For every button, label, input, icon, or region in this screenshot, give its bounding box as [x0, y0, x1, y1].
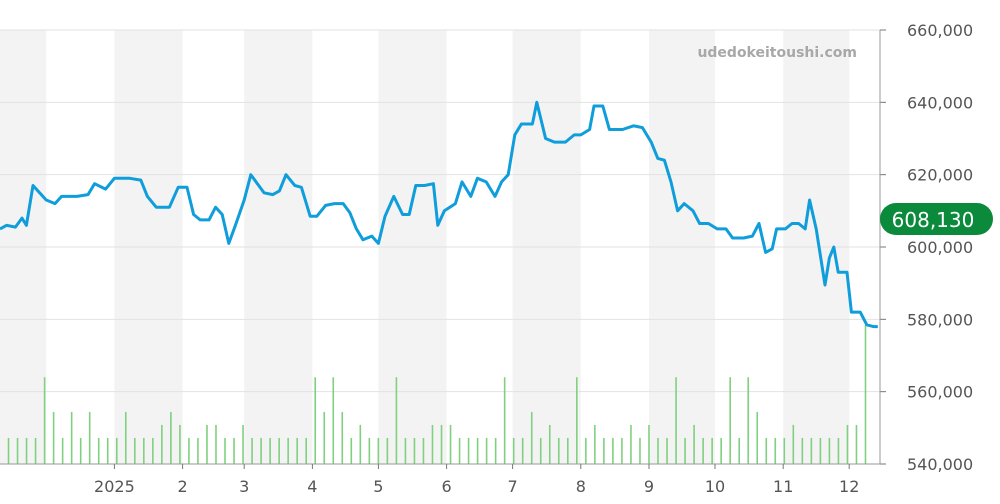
y-tick-label: 540,000 — [907, 455, 973, 474]
badge-background — [880, 203, 993, 235]
y-tick-label: 560,000 — [907, 383, 973, 402]
x-tick-label: 2 — [178, 477, 188, 496]
x-tick-label: 9 — [644, 477, 654, 496]
x-tick-label: 8 — [576, 477, 586, 496]
y-tick-label: 620,000 — [907, 166, 973, 185]
grid-lines — [0, 29, 880, 465]
y-tick-label: 580,000 — [907, 310, 973, 329]
x-tick-label: 7 — [508, 477, 518, 496]
x-axis: 2025 2 3 4 5 6 7 8 9 10 11 12 — [0, 463, 880, 496]
current-value-badge: 608,130 — [880, 203, 993, 235]
price-line — [0, 100, 878, 329]
y-tick-label: 600,000 — [907, 238, 973, 257]
volume-bars — [7, 325, 867, 464]
x-tick-label: 11 — [773, 477, 793, 496]
y-tick-label: 660,000 — [907, 21, 973, 40]
x-tick-label: 12 — [839, 477, 859, 496]
price-series — [0, 100, 878, 329]
x-tick-label: 10 — [705, 477, 725, 496]
x-tick-label: 6 — [442, 477, 452, 496]
watermark: udedokeitoushi.com — [697, 45, 857, 61]
y-tick-label: 640,000 — [907, 93, 973, 112]
x-tick-label: 5 — [373, 477, 383, 496]
x-tick-label: 3 — [239, 477, 249, 496]
x-tick-label: 2025 — [94, 477, 135, 496]
current-value-label: 608,130 — [892, 208, 975, 232]
x-tick-label: 4 — [307, 477, 317, 496]
y-axis: 660,000 640,000 620,000 600,000 580,000 560,0… — [879, 21, 973, 474]
